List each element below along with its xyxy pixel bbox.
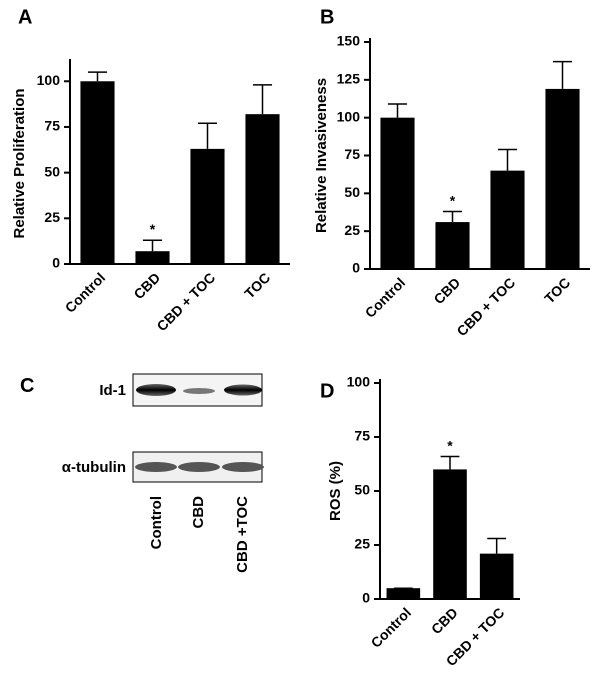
bar [245, 114, 280, 264]
x-tick-label: CBD [130, 269, 163, 302]
y-tick-label: 0 [362, 590, 370, 606]
y-tick-label: 0 [352, 260, 360, 276]
y-tick-label: 25 [344, 222, 360, 238]
blot-band [224, 384, 262, 396]
blot-lane-label: Control [148, 496, 165, 549]
x-tick-label: Control [62, 269, 109, 316]
x-tick-label: CBD + TOC [453, 274, 518, 339]
y-tick-label: 50 [354, 482, 370, 498]
blot-lane-label: CBD +TOC [234, 496, 251, 573]
bar [80, 81, 115, 264]
x-tick-label: TOC [541, 274, 573, 306]
bar [386, 588, 421, 599]
y-axis-label: ROS (%) [327, 461, 344, 521]
x-tick-label: CBD [428, 604, 461, 637]
bar [435, 222, 470, 269]
y-tick-label: 100 [37, 72, 61, 88]
blot-band [183, 388, 215, 394]
bar [433, 469, 467, 599]
annotation: * [450, 192, 456, 208]
y-tick-label: 50 [344, 184, 360, 200]
blot-band [135, 462, 177, 472]
y-tick-label: 50 [44, 163, 60, 179]
x-tick-label: Control [362, 274, 409, 321]
panel-label: C [20, 375, 34, 397]
y-axis-label: Relative Proliferation [11, 88, 28, 238]
y-tick-label: 100 [347, 374, 371, 390]
x-tick-label: CBD + TOC [153, 269, 218, 334]
y-tick-label: 75 [354, 428, 370, 444]
y-tick-label: 0 [52, 255, 60, 271]
bar [490, 170, 525, 269]
blot-band [136, 384, 176, 396]
blot-row-label: α-tubulin [62, 459, 126, 476]
blot-row-label: Id-1 [99, 382, 126, 399]
bar [545, 88, 580, 269]
y-tick-label: 75 [344, 146, 360, 162]
bar [135, 251, 170, 264]
panel-label: A [18, 6, 32, 28]
bar [380, 117, 415, 270]
y-axis-label: Relative Invasiveness [313, 78, 330, 233]
y-tick-label: 125 [337, 71, 361, 87]
y-tick-label: 25 [44, 209, 60, 225]
y-tick-label: 75 [44, 118, 60, 134]
blot-lane-label: CBD [190, 496, 207, 529]
panel-label: D [320, 380, 334, 402]
panel-label: B [320, 6, 334, 28]
y-tick-label: 25 [354, 536, 370, 552]
x-tick-label: TOC [241, 269, 273, 301]
x-tick-label: CBD [430, 274, 463, 307]
bar [190, 148, 225, 264]
x-tick-label: Control [368, 604, 415, 651]
bar [479, 553, 514, 599]
blot-band [222, 462, 264, 472]
annotation: * [150, 221, 156, 237]
annotation: * [447, 437, 453, 453]
y-tick-label: 100 [337, 108, 361, 124]
blot-band [178, 462, 220, 472]
y-tick-label: 150 [337, 33, 361, 49]
